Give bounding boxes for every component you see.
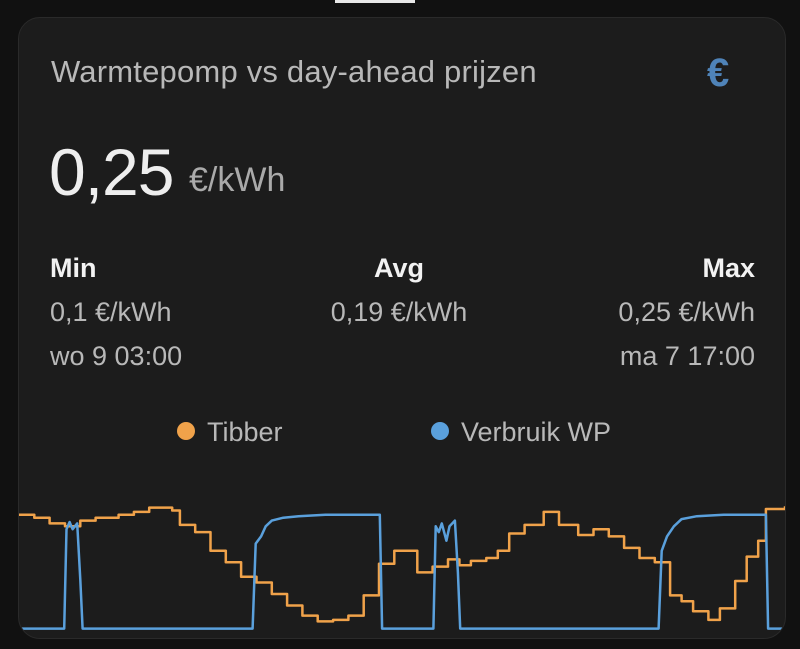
legend-label-verbruik-wp: Verbruik WP bbox=[461, 417, 612, 447]
stat-max-time: ma 7 17:00 bbox=[619, 341, 755, 371]
price-card[interactable]: Warmtepomp vs day-ahead prijzen € 0,25 €… bbox=[18, 17, 786, 639]
legend-item-tibber[interactable]: Tibber bbox=[177, 417, 283, 448]
stat-avg-label: Avg bbox=[373, 253, 424, 283]
card-title: Warmtepomp vs day-ahead prijzen bbox=[51, 54, 537, 89]
series-line-verbruik-wp bbox=[19, 513, 785, 630]
stat-avg-value: 0,19 €/kWh bbox=[330, 297, 468, 327]
legend-label-tibber: Tibber bbox=[207, 417, 283, 447]
stat-max: Max 0,25 €/kWh ma 7 17:00 bbox=[618, 246, 755, 378]
stat-max-label: Max bbox=[702, 253, 755, 283]
current-price-unit: €/kWh bbox=[189, 161, 286, 199]
stat-min: Min 0,1 €/kWh wo 9 03:00 bbox=[50, 246, 182, 378]
price-usage-chart[interactable] bbox=[19, 478, 785, 638]
legend-item-verbruik-wp[interactable]: Verbruik WP bbox=[431, 417, 611, 448]
euro-icon: € bbox=[707, 51, 730, 95]
stat-avg: Avg 0,19 €/kWh bbox=[319, 246, 479, 334]
top-handle bbox=[335, 0, 415, 3]
stat-min-label: Min bbox=[50, 253, 97, 283]
stat-min-time: wo 9 03:00 bbox=[50, 341, 183, 371]
stat-max-value: 0,25 €/kWh bbox=[618, 297, 755, 327]
series-line-tibber bbox=[19, 506, 785, 623]
stat-min-value: 0,1 €/kWh bbox=[50, 297, 172, 327]
current-price-value: 0,25 bbox=[49, 135, 174, 209]
legend-dot-icon bbox=[431, 422, 449, 440]
legend-dot-icon bbox=[177, 422, 195, 440]
